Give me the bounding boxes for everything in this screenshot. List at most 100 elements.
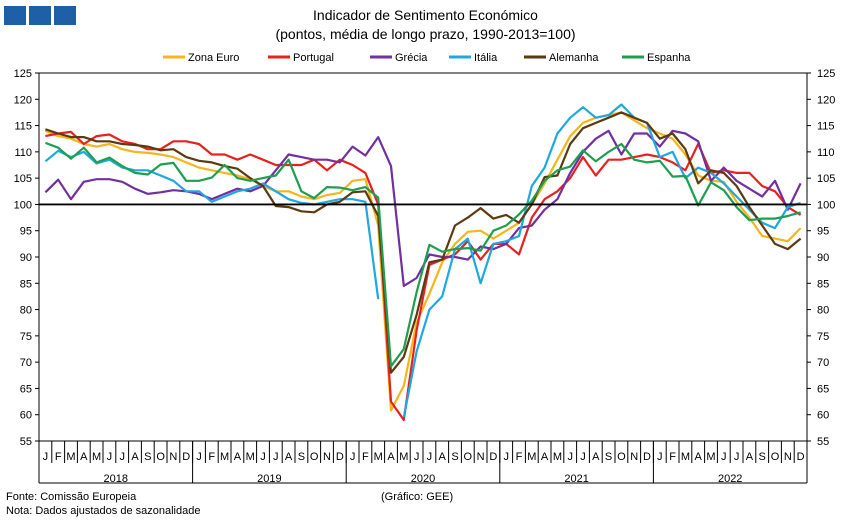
x-month-label: A <box>234 451 242 463</box>
x-month-label: F <box>55 451 62 463</box>
y-tick-label-left: 100 <box>14 199 32 211</box>
y-tick-label-right: 120 <box>817 94 835 106</box>
x-month-label: J <box>273 451 279 463</box>
brand-logo <box>4 6 76 25</box>
x-month-label: F <box>208 451 215 463</box>
chart-subtitle: (pontos, média de longo prazo, 1990-2013… <box>275 26 576 42</box>
y-tick-label-right: 125 <box>817 68 835 80</box>
y-tick-label-left: 75 <box>20 331 32 343</box>
x-month-label: N <box>323 451 331 463</box>
x-month-label: A <box>285 451 293 463</box>
x-month-label: D <box>643 451 651 463</box>
y-tick-label-left: 65 <box>20 383 32 395</box>
y-tick-label-right: 75 <box>817 331 829 343</box>
y-tick-label-left: 70 <box>20 357 32 369</box>
legend-label: Zona Euro <box>188 52 239 64</box>
y-tick-label-left: 95 <box>20 226 32 238</box>
x-month-label: J <box>414 451 420 463</box>
x-month-label: M <box>706 451 715 463</box>
x-month-label: F <box>516 451 523 463</box>
plot-area-frame <box>38 72 808 442</box>
x-month-label: M <box>220 451 229 463</box>
chart-footer: Fonte: Comissão Europeia Nota: Dados aju… <box>6 490 200 518</box>
x-month-label: A <box>695 451 703 463</box>
x-year-label: 2020 <box>411 473 435 485</box>
x-month-label: J <box>107 451 113 463</box>
x-month-label: F <box>362 451 369 463</box>
logo-square <box>29 6 51 25</box>
y-tick-label-left: 85 <box>20 278 32 290</box>
x-month-label: J <box>657 451 663 463</box>
adjustment-note: Nota: Dados ajustados de sazonalidade <box>6 505 201 517</box>
x-month-label: D <box>489 451 497 463</box>
series-line <box>45 111 802 374</box>
series-line <box>44 103 801 418</box>
x-year-label: 2018 <box>104 473 128 485</box>
x-month-label: J <box>196 451 202 463</box>
x-month-label: A <box>80 451 88 463</box>
x-month-label: D <box>797 451 805 463</box>
x-month-label: M <box>399 451 408 463</box>
y-tick-label-left: 110 <box>14 147 32 159</box>
y-tick-label-left: 115 <box>14 121 32 133</box>
chart-credit: (Gráfico: GEE) <box>381 491 454 503</box>
x-month-label: A <box>439 451 447 463</box>
y-tick-label-right: 65 <box>817 383 829 395</box>
logo-square <box>54 6 76 25</box>
x-month-label: A <box>131 451 139 463</box>
y-tick-label-left: 90 <box>20 252 32 264</box>
x-month-label: J <box>580 451 586 463</box>
series-line <box>45 130 802 422</box>
y-tick-label-right: 105 <box>817 173 835 185</box>
y-tick-label-right: 60 <box>817 410 829 422</box>
x-month-label: J <box>734 451 740 463</box>
x-month-label: D <box>182 451 190 463</box>
x-month-label: J <box>567 451 573 463</box>
y-tick-label-right: 110 <box>817 147 835 159</box>
y-tick-label-right: 100 <box>817 199 835 211</box>
x-month-label: J <box>503 451 509 463</box>
x-month-label: N <box>630 451 638 463</box>
x-month-label: S <box>605 451 612 463</box>
y-tick-label-right: 85 <box>817 278 829 290</box>
legend-label: Espanha <box>647 52 691 64</box>
x-month-label: M <box>66 451 75 463</box>
logo-square <box>4 6 26 25</box>
x-month-label: A <box>541 451 549 463</box>
x-month-label: A <box>592 451 600 463</box>
x-month-label: J <box>350 451 356 463</box>
x-month-label: N <box>784 451 792 463</box>
x-month-label: M <box>553 451 562 463</box>
legend-label: Grécia <box>395 52 428 64</box>
x-month-label: J <box>260 451 266 463</box>
source-note: Fonte: Comissão Europeia <box>6 491 137 503</box>
y-tick-label-right: 80 <box>817 305 829 317</box>
series-line <box>44 111 802 412</box>
y-tick-label-left: 55 <box>20 436 32 448</box>
x-month-label: F <box>669 451 676 463</box>
y-tick-label-right: 90 <box>817 252 829 264</box>
x-month-label: S <box>298 451 305 463</box>
x-month-label: M <box>527 451 536 463</box>
x-month-label: N <box>477 451 485 463</box>
x-month-label: M <box>681 451 690 463</box>
x-month-label: O <box>617 451 626 463</box>
x-month-label: O <box>464 451 473 463</box>
x-month-label: S <box>144 451 151 463</box>
chart-title-block: Indicador de Sentimento Económico (ponto… <box>0 6 851 44</box>
x-month-label: D <box>336 451 344 463</box>
x-month-label: M <box>246 451 255 463</box>
chart-title: Indicador de Sentimento Económico <box>313 7 538 23</box>
x-month-label: N <box>169 451 177 463</box>
y-tick-label-left: 80 <box>20 305 32 317</box>
x-year-label: 2019 <box>257 473 281 485</box>
y-tick-label-right: 95 <box>817 226 829 238</box>
y-tick-label-right: 115 <box>817 121 835 133</box>
x-month-label: A <box>387 451 395 463</box>
legend-label: Itália <box>474 52 498 64</box>
y-tick-label-left: 60 <box>20 410 32 422</box>
y-tick-label-left: 105 <box>14 173 32 185</box>
y-tick-label-right: 55 <box>817 436 829 448</box>
legend-label: Alemanha <box>549 52 599 64</box>
